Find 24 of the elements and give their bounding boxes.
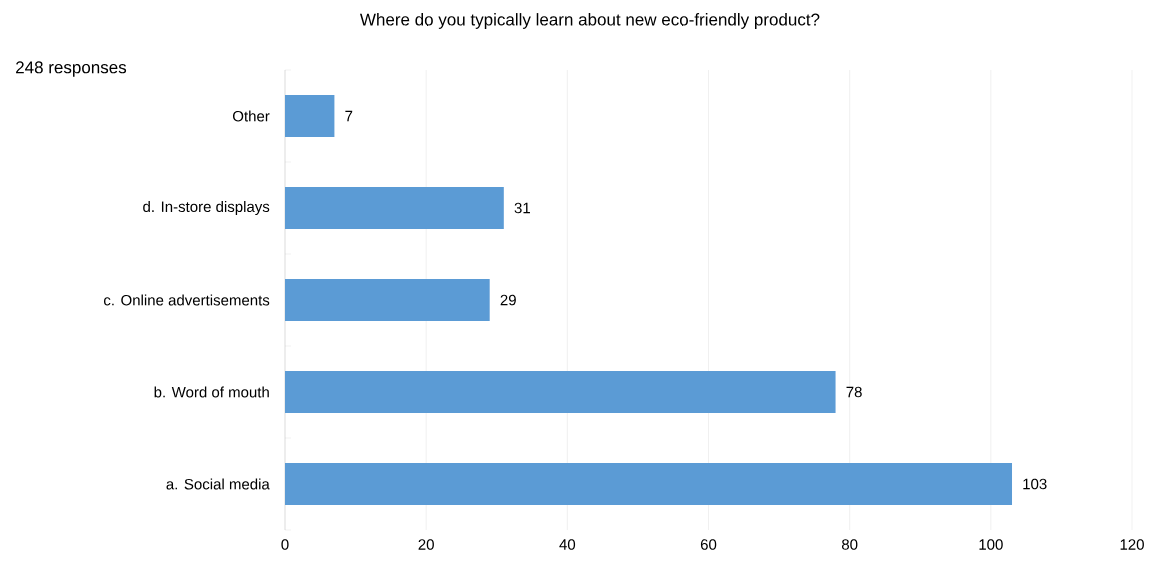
bar <box>285 371 836 413</box>
bar <box>285 187 504 230</box>
text: 248 responses <box>16 61 127 77</box>
data-label: 103 <box>1023 478 1047 490</box>
data-label: 7 <box>345 110 353 122</box>
x-tick-label: 100 <box>979 539 1003 550</box>
data-label: 29 <box>500 294 516 306</box>
chart-title: Where do you typically learn about new eco-friendly product? <box>359 13 820 29</box>
x-tick-label: 40 <box>559 539 576 550</box>
data-label: 31 <box>514 202 530 214</box>
x-tick-label: 80 <box>841 539 858 550</box>
y-tick-label: d. In-store displays <box>143 201 270 215</box>
data-label: 78 <box>846 386 862 398</box>
y-tick-label: b. Word of mouth <box>154 386 269 398</box>
bar <box>285 95 335 137</box>
y-tick-label: a. Social media <box>166 478 270 490</box>
bar <box>285 279 490 322</box>
x-tick-label: 120 <box>1120 539 1144 550</box>
x-tick-label: 20 <box>418 539 434 550</box>
x-tick-label: 60 <box>700 539 717 550</box>
y-tick-label: c. Online advertisements <box>103 294 270 306</box>
x-tick-label: 0 <box>281 539 289 550</box>
bar <box>285 463 1013 505</box>
y-tick-label: Other <box>232 110 270 122</box>
